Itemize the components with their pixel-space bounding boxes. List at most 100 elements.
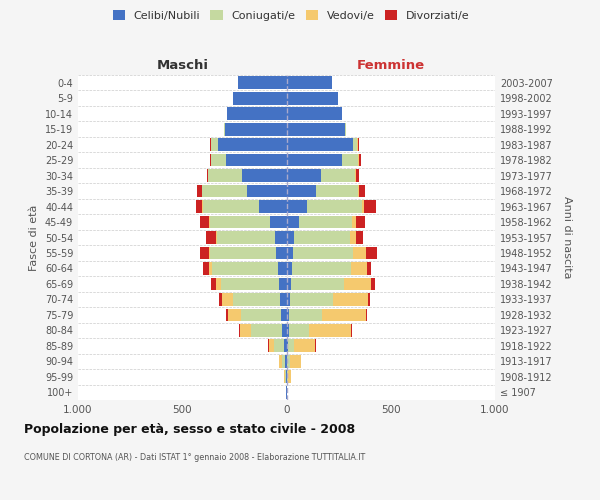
- Bar: [197, 184, 202, 198]
- Bar: [284, 370, 285, 383]
- Bar: [282, 355, 286, 368]
- Bar: [290, 293, 334, 306]
- Bar: [219, 293, 222, 306]
- Bar: [259, 200, 287, 213]
- Bar: [287, 246, 293, 260]
- Bar: [359, 154, 361, 166]
- Bar: [279, 278, 287, 290]
- Bar: [351, 262, 367, 275]
- Bar: [287, 184, 316, 198]
- Bar: [284, 340, 287, 352]
- Bar: [293, 246, 353, 260]
- Bar: [239, 324, 251, 336]
- Bar: [233, 92, 287, 104]
- Bar: [209, 262, 212, 275]
- Bar: [287, 216, 299, 228]
- Bar: [196, 200, 202, 213]
- Bar: [287, 278, 290, 290]
- Text: Femmine: Femmine: [356, 59, 425, 72]
- Bar: [209, 216, 211, 228]
- Bar: [368, 293, 370, 306]
- Bar: [233, 293, 280, 306]
- Bar: [268, 340, 269, 352]
- Bar: [287, 370, 288, 383]
- Bar: [200, 246, 209, 260]
- Bar: [322, 308, 366, 321]
- Bar: [238, 76, 287, 89]
- Bar: [287, 355, 290, 368]
- Bar: [366, 246, 377, 260]
- Bar: [356, 231, 362, 244]
- Bar: [353, 138, 358, 151]
- Bar: [275, 231, 287, 244]
- Bar: [310, 324, 351, 336]
- Bar: [285, 370, 286, 383]
- Bar: [287, 324, 289, 336]
- Bar: [352, 216, 356, 228]
- Bar: [299, 216, 352, 228]
- Bar: [215, 231, 217, 244]
- Text: COMUNE DI CORTONA (AR) - Dati ISTAT 1° gennaio 2008 - Elaborazione TUTTITALIA.IT: COMUNE DI CORTONA (AR) - Dati ISTAT 1° g…: [24, 452, 365, 462]
- Bar: [353, 246, 366, 260]
- Bar: [342, 154, 358, 166]
- Bar: [212, 262, 278, 275]
- Bar: [359, 184, 365, 198]
- Bar: [227, 108, 287, 120]
- Bar: [218, 138, 287, 151]
- Bar: [211, 278, 215, 290]
- Bar: [287, 138, 353, 151]
- Bar: [289, 324, 310, 336]
- Bar: [208, 169, 242, 182]
- Y-axis label: Fasce di età: Fasce di età: [29, 204, 39, 270]
- Bar: [241, 308, 281, 321]
- Bar: [288, 370, 291, 383]
- Bar: [366, 308, 367, 321]
- Bar: [287, 262, 292, 275]
- Bar: [358, 138, 359, 151]
- Bar: [209, 246, 211, 260]
- Bar: [355, 169, 356, 182]
- Bar: [206, 231, 215, 244]
- Bar: [274, 340, 284, 352]
- Bar: [345, 123, 346, 136]
- Bar: [225, 123, 287, 136]
- Legend: Celibi/Nubili, Coniugati/e, Vedovi/e, Divorziati/e: Celibi/Nubili, Coniugati/e, Vedovi/e, Di…: [110, 8, 472, 24]
- Bar: [224, 123, 225, 136]
- Bar: [269, 340, 274, 352]
- Bar: [314, 340, 316, 352]
- Bar: [286, 370, 287, 383]
- Bar: [247, 184, 287, 198]
- Bar: [358, 184, 359, 198]
- Bar: [283, 324, 287, 336]
- Bar: [356, 169, 359, 182]
- Text: Popolazione per età, sesso e stato civile - 2008: Popolazione per età, sesso e stato civil…: [24, 422, 355, 436]
- Bar: [280, 293, 287, 306]
- Bar: [203, 200, 259, 213]
- Bar: [287, 154, 342, 166]
- Bar: [358, 154, 359, 166]
- Bar: [294, 231, 350, 244]
- Bar: [276, 246, 287, 260]
- Bar: [321, 169, 355, 182]
- Bar: [207, 169, 208, 182]
- Bar: [278, 262, 287, 275]
- Bar: [356, 216, 365, 228]
- Bar: [289, 308, 322, 321]
- Bar: [367, 262, 371, 275]
- Text: Maschi: Maschi: [156, 59, 208, 72]
- Bar: [294, 340, 314, 352]
- Bar: [287, 293, 290, 306]
- Bar: [226, 154, 287, 166]
- Bar: [287, 169, 321, 182]
- Bar: [222, 293, 233, 306]
- Bar: [287, 92, 338, 104]
- Bar: [211, 138, 218, 151]
- Bar: [286, 355, 287, 368]
- Bar: [351, 324, 352, 336]
- Bar: [221, 278, 279, 290]
- Bar: [364, 200, 376, 213]
- Bar: [270, 216, 287, 228]
- Bar: [334, 293, 368, 306]
- Bar: [251, 324, 283, 336]
- Bar: [316, 184, 358, 198]
